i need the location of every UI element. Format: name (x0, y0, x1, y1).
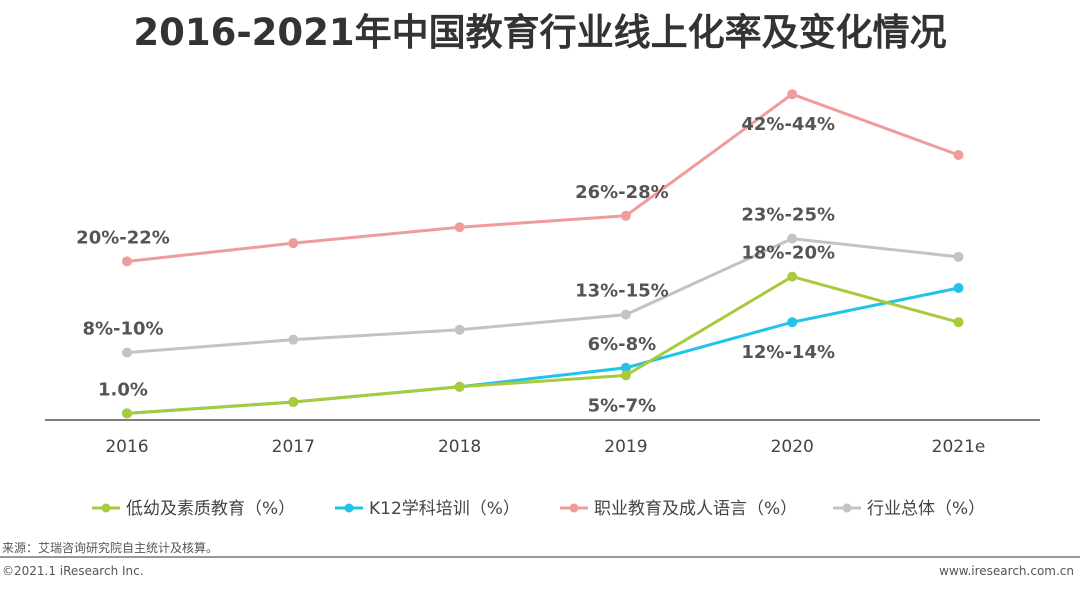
data-point (620, 362, 631, 373)
data-label: 23%-25% (741, 205, 835, 226)
data-label: 26%-28% (575, 182, 669, 203)
data-point (787, 271, 798, 282)
data-label: 20%-22% (76, 227, 170, 248)
data-point (787, 317, 798, 328)
data-label: 42%-44% (741, 114, 835, 135)
website-link[interactable]: www.iresearch.com.cn (939, 564, 1074, 578)
source-note: 来源：艾瑞咨询研究院自主统计及核算。 (2, 541, 219, 555)
data-point (122, 347, 132, 358)
chart-title: 2016-2021年中国教育行业线上化率及变化情况 (133, 11, 947, 54)
legend-label: K12学科培训（%） (369, 499, 520, 519)
data-point (454, 381, 465, 392)
x-tick-label: 2018 (438, 437, 481, 457)
legend-label: 低幼及素质教育（%） (126, 499, 295, 519)
data-point (787, 233, 798, 244)
legend-item[interactable]: 行业总体（%） (833, 499, 985, 519)
legend-marker-icon (569, 503, 579, 513)
legend-item[interactable]: K12学科培训（%） (335, 499, 520, 519)
x-tick-label: 2017 (272, 437, 315, 457)
divider (0, 556, 1080, 558)
data-label: 8%-10% (82, 319, 163, 340)
data-point (620, 309, 631, 320)
data-point (953, 317, 964, 328)
x-tick-label: 2020 (771, 437, 814, 457)
legend-item[interactable]: 低幼及素质教育（%） (92, 499, 295, 519)
x-tick-label: 2019 (604, 437, 647, 457)
data-point (454, 324, 465, 335)
legend-label: 职业教育及成人语言（%） (594, 499, 797, 519)
legend-marker-icon (842, 503, 852, 513)
data-label: 13%-15% (575, 281, 669, 302)
data-point (288, 238, 299, 249)
series-line (126, 274, 959, 415)
data-point (953, 251, 964, 262)
data-label: 1.0% (98, 379, 148, 400)
legend-marker-icon (101, 503, 111, 513)
data-point (953, 150, 964, 160)
legend-item[interactable]: 职业教育及成人语言（%） (560, 499, 797, 519)
data-point (122, 408, 132, 419)
data-label: 6%-8% (588, 334, 657, 355)
data-label: 12%-14% (741, 342, 835, 363)
data-point (953, 283, 964, 293)
data-point (454, 222, 465, 233)
series-line (126, 237, 959, 355)
data-point (620, 370, 631, 381)
x-tick-label: 2021e (932, 437, 986, 457)
data-point (620, 210, 631, 221)
data-point (288, 334, 299, 345)
data-point (122, 256, 132, 267)
data-point (288, 397, 299, 407)
data-point (787, 89, 798, 100)
x-tick-label: 2016 (105, 437, 148, 457)
data-label: 5%-7% (588, 395, 657, 416)
legend-label: 行业总体（%） (867, 499, 985, 519)
series-line (126, 92, 960, 263)
data-label: 18%-20% (741, 243, 835, 264)
legend-marker-icon (344, 503, 354, 513)
copyright: ©2021.1 iResearch Inc. (2, 564, 144, 578)
